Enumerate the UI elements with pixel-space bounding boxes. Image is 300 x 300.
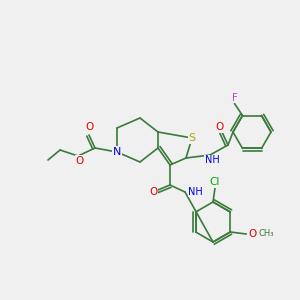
Text: N: N [113, 147, 121, 157]
Text: S: S [188, 133, 196, 143]
Text: CH₃: CH₃ [259, 230, 274, 238]
Text: NH: NH [205, 155, 219, 165]
Text: NH: NH [188, 187, 203, 197]
Text: O: O [85, 122, 93, 132]
Text: O: O [76, 156, 84, 166]
Text: O: O [248, 229, 256, 239]
Text: O: O [216, 122, 224, 132]
Text: Cl: Cl [210, 177, 220, 187]
Text: O: O [149, 187, 157, 197]
Text: F: F [232, 92, 237, 103]
